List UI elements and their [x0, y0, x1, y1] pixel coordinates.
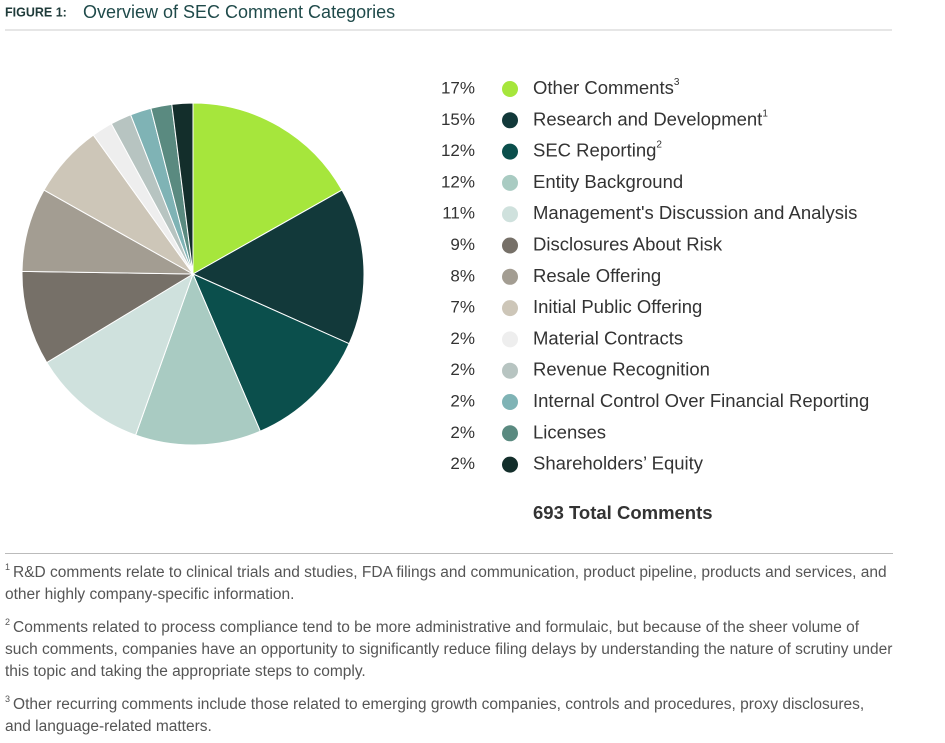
pie-slice — [134, 272, 261, 446]
legend-swatch — [502, 425, 518, 442]
legend-label: Disclosures About Risk — [533, 233, 723, 254]
legend-text: Initial Public Offering — [533, 296, 702, 317]
value-label: 12% — [441, 141, 475, 160]
value-label: 17% — [441, 78, 475, 97]
legend-text: Material Contracts — [533, 327, 683, 348]
legend-label: Licenses — [533, 421, 606, 442]
legend-text: Other Comments — [533, 77, 674, 98]
legend-swatch — [502, 362, 518, 379]
legend-text: Revenue Recognition — [533, 359, 710, 380]
value-label: 2% — [450, 423, 475, 442]
legend-text: Shareholders’ Equity — [533, 452, 704, 473]
value-label: 2% — [450, 454, 475, 473]
pie-slice — [191, 189, 365, 345]
legend-label: Entity Background — [533, 171, 683, 192]
legend-label: Other Comments3 — [533, 77, 680, 98]
legend-text: Resale Offering — [533, 265, 661, 286]
footnote-ref: 1 — [762, 108, 768, 119]
footnote-text: Comments related to process compliance t… — [5, 619, 893, 680]
legend-label: Management's Discussion and Analysis — [533, 202, 857, 223]
footnote-ref: 3 — [674, 77, 680, 88]
pie-slice — [21, 270, 195, 364]
value-label: 2% — [450, 391, 475, 410]
legend-label: SEC Reporting2 — [533, 139, 662, 160]
legend-text: Licenses — [533, 421, 606, 442]
legend-text: Management's Discussion and Analysis — [533, 202, 857, 223]
legend-swatch — [502, 300, 518, 317]
footnote-marker: 2 — [5, 617, 11, 627]
pie-slice — [46, 272, 194, 436]
legend-label: Resale Offering — [533, 265, 661, 286]
legend-text: Internal Control Over Financial Reportin… — [533, 390, 869, 411]
pie-slice — [171, 102, 194, 275]
legend-swatch — [502, 237, 518, 254]
value-label: 2% — [450, 360, 475, 379]
value-label: 2% — [450, 329, 475, 348]
footnote-text: R&D comments relate to clinical trials a… — [5, 564, 887, 603]
legend-label: Shareholders’ Equity — [533, 452, 704, 473]
footnote: 1 R&D comments relate to clinical trials … — [5, 556, 893, 606]
page: FIGURE 1: Overview of SEC Comment Catego… — [5, 1, 893, 735]
legend-swatch — [502, 81, 518, 97]
legend-swatch — [502, 394, 518, 410]
legend-swatch — [502, 456, 518, 473]
legend-text: Disclosures About Risk — [533, 233, 723, 254]
footnote-marker: 3 — [5, 694, 11, 704]
value-label: 11% — [442, 204, 475, 223]
footnotes: 1 R&D comments relate to clinical trials … — [5, 553, 893, 743]
legend-text: SEC Reporting — [533, 139, 656, 160]
legend-text: Entity Background — [533, 171, 683, 192]
legend-label: Research and Development1 — [533, 108, 768, 129]
pie-slice — [192, 102, 343, 275]
legend-swatch — [502, 206, 518, 223]
value-label: 8% — [450, 266, 475, 285]
footnote: 3 Other recurring comments include those … — [5, 688, 893, 738]
legend-swatch — [502, 331, 518, 348]
footnote-marker: 1 — [5, 562, 11, 572]
legend-text: Research and Development — [533, 108, 762, 129]
legend-label: Initial Public Offering — [533, 296, 702, 317]
value-label: 7% — [450, 298, 475, 317]
value-label: 15% — [441, 110, 475, 129]
footnote-text: Other recurring comments include those r… — [5, 696, 865, 735]
total-label: 693 Total Comments — [533, 502, 713, 523]
legend-swatch — [502, 112, 518, 129]
legend-label: Revenue Recognition — [533, 359, 710, 380]
legend-label: Material Contracts — [533, 327, 683, 348]
value-label: 12% — [441, 172, 475, 191]
legend-swatch — [502, 143, 518, 160]
legend-label: Internal Control Over Financial Reportin… — [533, 390, 869, 411]
value-label: 9% — [450, 235, 475, 254]
chart: FIGURE 1: Overview of SEC Comment Catego… — [5, 2, 892, 523]
legend-swatch — [502, 174, 518, 191]
footnote: 2 Comments related to process compliance … — [5, 611, 893, 683]
chart-title: Overview of SEC Comment Categories — [83, 2, 395, 22]
figure-label: FIGURE 1: — [5, 5, 67, 19]
footnote-ref: 2 — [656, 139, 662, 150]
pie-slice — [192, 273, 350, 432]
legend-swatch — [502, 268, 518, 285]
